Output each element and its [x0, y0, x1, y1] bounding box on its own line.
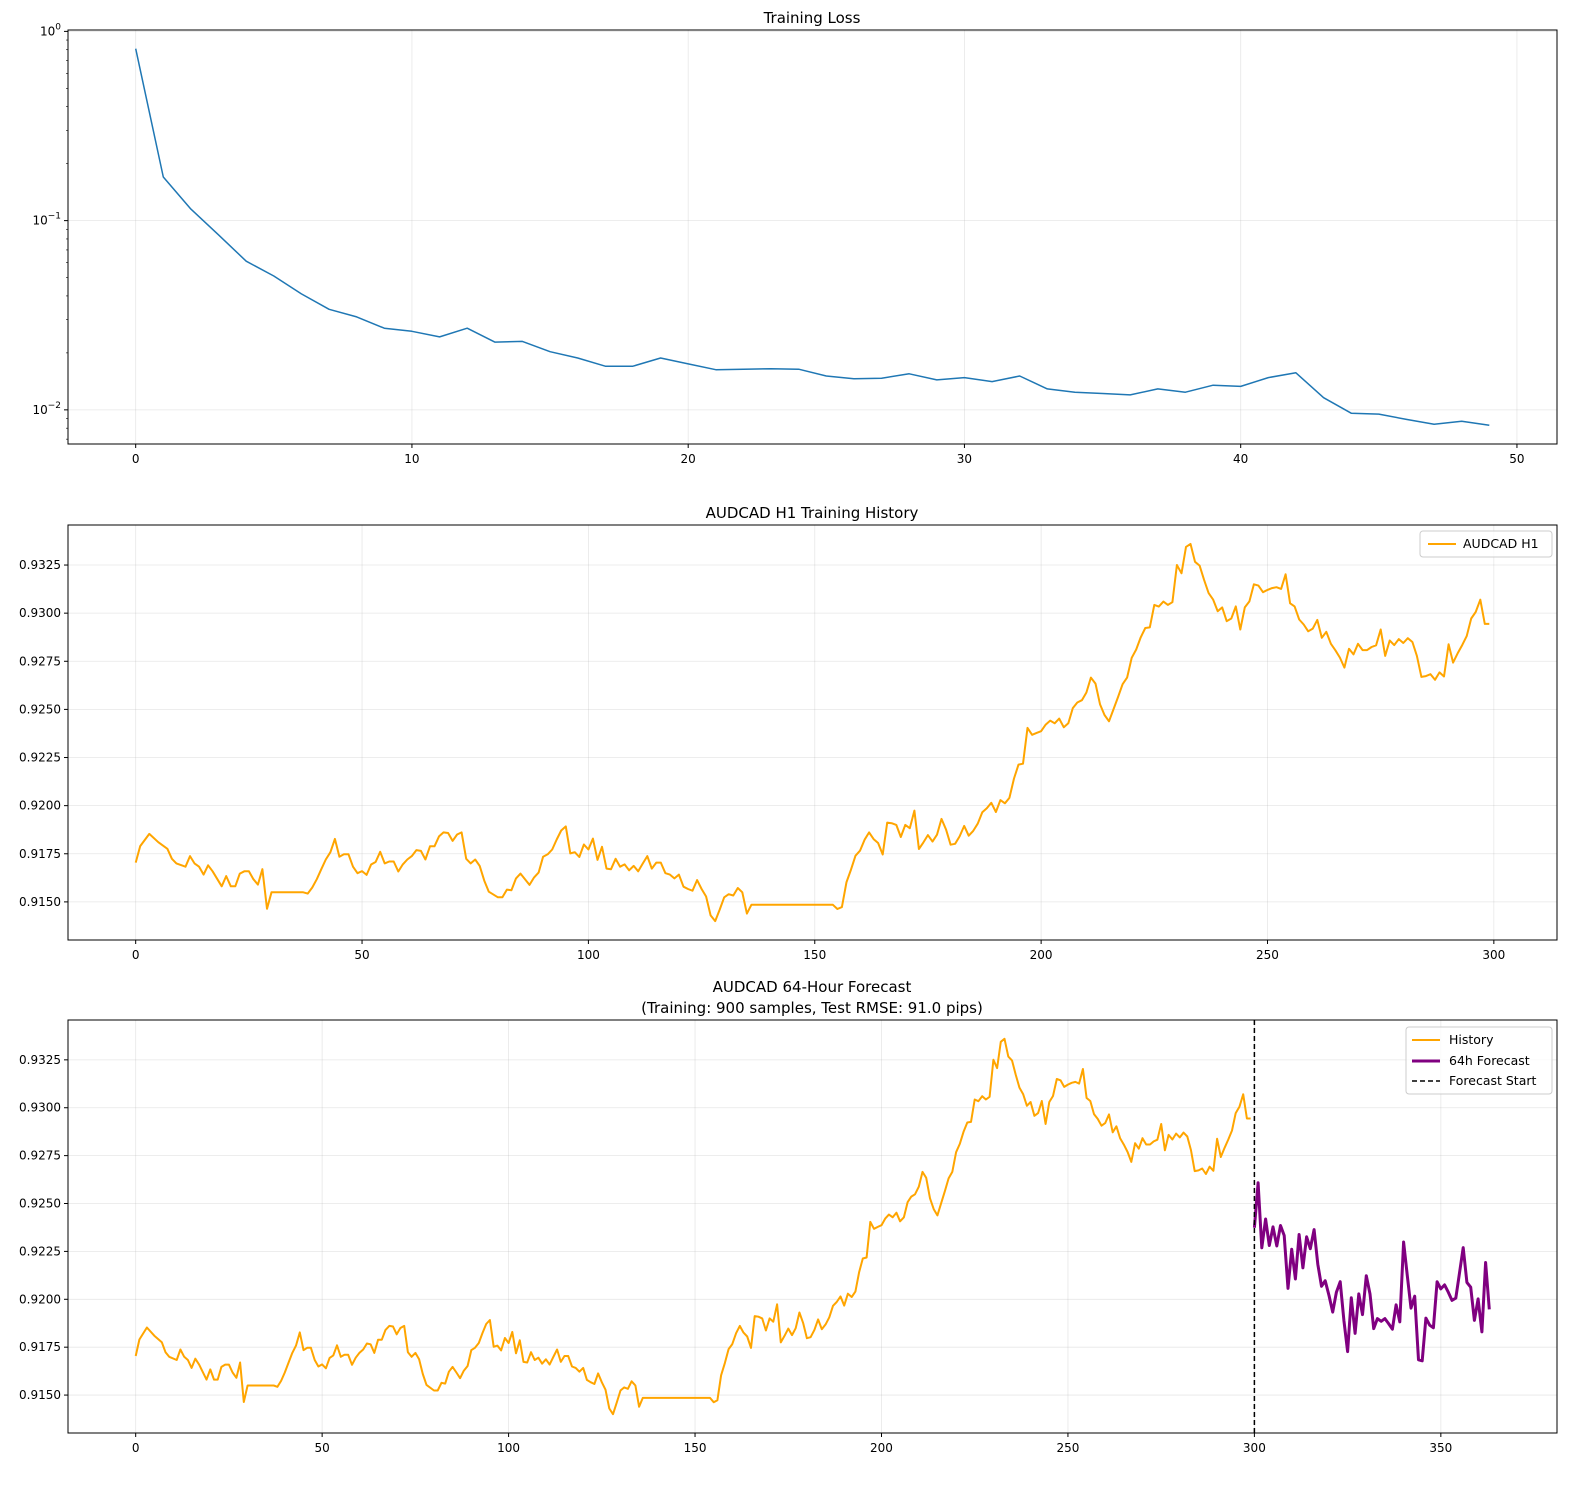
forecast-axes-frame — [67, 1019, 1558, 1434]
loss-chart-title: Training Loss — [763, 9, 861, 27]
loss-x-tick-label: 30 — [957, 452, 972, 466]
history-x-tick-label: 50 — [354, 948, 369, 962]
loss-y-tick-exponent: −2 — [48, 401, 61, 411]
history-y-tick-label: 0.9175 — [19, 847, 61, 861]
forecast-y-tick-label: 0.9300 — [19, 1101, 61, 1115]
history-y-tick-label: 0.9250 — [19, 702, 61, 716]
forecast-axes: 0 50 100 150 200 250 300 350 0.9150 0.9175 0.9200 0… — [19, 1019, 1558, 1455]
history-x-tick-label: 0 — [132, 948, 140, 962]
forecast-series-history — [134, 1037, 1251, 1416]
forecast-x-tick-label: 200 — [870, 1441, 893, 1455]
loss-x-tick-label: 20 — [681, 452, 696, 466]
forecast-y-tick-label: 0.9225 — [19, 1244, 61, 1258]
forecast-legend: History 64h Forecast Forecast Start — [1405, 1026, 1553, 1095]
history-x-tick-label: 300 — [1482, 948, 1505, 962]
forecast-y-tick-label: 0.9250 — [19, 1197, 61, 1211]
history-series-audcad-h1 — [134, 542, 1490, 923]
history-y-tick-label: 0.9200 — [19, 799, 61, 813]
forecast-series-64h-forecast — [1252, 1181, 1491, 1363]
loss-axes-frame — [67, 29, 1558, 445]
history-y-tick-label: 0.9275 — [19, 654, 61, 668]
forecast-chart-subtitle: (Training: 900 samples, Test RMSE: 91.0 … — [641, 999, 983, 1017]
forecast-y-tick-label: 0.9150 — [19, 1388, 61, 1402]
loss-x-tick-label: 40 — [1233, 452, 1248, 466]
loss-y-tick-exponent: −1 — [48, 212, 61, 222]
legend-box — [1419, 530, 1553, 558]
loss-y-tick-base: 10 — [40, 24, 55, 38]
forecast-y-tick-label: 0.9175 — [19, 1340, 61, 1354]
legend-label-history: History — [1449, 1032, 1494, 1047]
forecast-x-tick-label: 250 — [1056, 1441, 1079, 1455]
loss-y-tick-label: 100 — [40, 22, 61, 38]
legend-box — [1405, 1026, 1553, 1095]
forecast-chart-title: AUDCAD 64-Hour Forecast — [713, 978, 912, 996]
loss-y-tick-base: 10 — [32, 214, 47, 228]
forecast-x-tick-label: 150 — [684, 1441, 707, 1455]
loss-y-tick-exponent: 0 — [55, 22, 61, 32]
legend-label-forecast: 64h Forecast — [1449, 1053, 1530, 1068]
forecast-x-tick-label: 350 — [1429, 1441, 1452, 1455]
forecast-x-tick-label: 100 — [497, 1441, 520, 1455]
history-axes-frame — [67, 524, 1558, 941]
history-y-tick-label: 0.9325 — [19, 558, 61, 572]
forecast-x-tick-label: 0 — [132, 1441, 140, 1455]
history-chart-title: AUDCAD H1 Training History — [706, 504, 919, 522]
forecast-x-tick-label: 300 — [1243, 1441, 1266, 1455]
history-y-tick-label: 0.9225 — [19, 751, 61, 765]
legend-label-forecast-start: Forecast Start — [1449, 1073, 1537, 1088]
history-y-tick-label: 0.9150 — [19, 895, 61, 909]
loss-y-tick-label: 10−2 — [32, 401, 61, 417]
loss-y-tick-label: 10−1 — [32, 212, 61, 228]
forecast-y-tick-label: 0.9275 — [19, 1149, 61, 1163]
history-axes: 0 50 100 150 200 250 300 0.9150 0.9175 0.9200 0.92… — [19, 524, 1558, 962]
forecast-y-tick-label: 0.9200 — [19, 1292, 61, 1306]
history-x-tick-label: 200 — [1030, 948, 1053, 962]
history-x-tick-label: 250 — [1256, 948, 1279, 962]
loss-x-tick-label: 10 — [404, 452, 419, 466]
loss-x-tick-label: 0 — [132, 452, 140, 466]
history-legend: AUDCAD H1 — [1419, 530, 1553, 558]
loss-series-loss — [134, 48, 1490, 426]
history-x-tick-label: 100 — [577, 948, 600, 962]
forecast-y-tick-label: 0.9325 — [19, 1053, 61, 1067]
legend-label-audcad-h1: AUDCAD H1 — [1463, 536, 1539, 551]
forecast-x-tick-label: 50 — [314, 1441, 329, 1455]
history-y-tick-label: 0.9300 — [19, 606, 61, 620]
history-x-tick-label: 150 — [803, 948, 826, 962]
loss-y-tick-base: 10 — [32, 403, 47, 417]
loss-x-tick-label: 50 — [1509, 452, 1524, 466]
